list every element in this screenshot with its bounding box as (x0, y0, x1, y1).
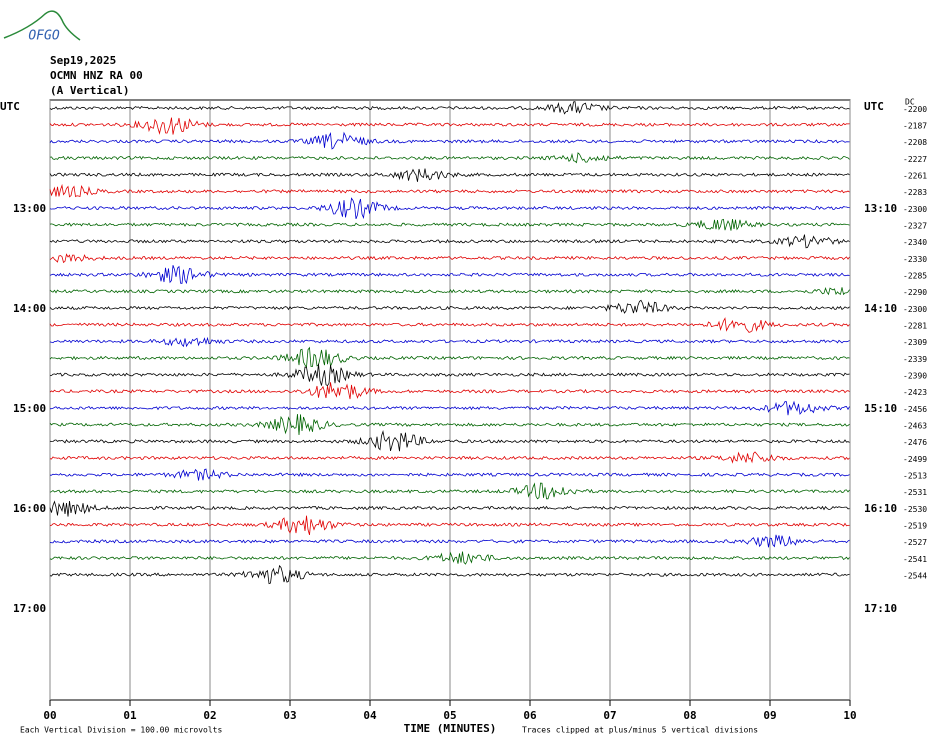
trace (49, 451, 850, 464)
trace (49, 234, 850, 249)
left-time-label: 15:00 (13, 402, 46, 415)
trace-offset: -2423 (903, 388, 927, 397)
x-tick-label: 07 (603, 709, 616, 722)
trace-offset: -2330 (903, 255, 927, 264)
trace (49, 430, 850, 452)
right-time-label: 16:10 (864, 502, 897, 515)
trace (49, 101, 850, 115)
trace (49, 317, 850, 333)
logo: OFGO (28, 29, 59, 44)
trace-offset: -2530 (903, 505, 927, 514)
trace (49, 183, 850, 198)
x-tick-label: 01 (123, 709, 137, 722)
trace-offset: -2227 (903, 155, 927, 164)
trace-offset: -2300 (903, 205, 927, 214)
trace (49, 131, 850, 150)
component: (A Vertical) (50, 84, 129, 97)
trace-offset: -2456 (903, 405, 927, 414)
trace-offset: -2544 (903, 572, 927, 581)
x-tick-label: 00 (43, 709, 56, 722)
trace-offset: -2541 (903, 555, 927, 564)
trace (49, 336, 850, 348)
trace (49, 218, 850, 231)
date: Sep19,2025 (50, 54, 116, 67)
trace-offset: -2281 (903, 322, 927, 331)
trace-offset: -2300 (903, 305, 927, 314)
trace (49, 564, 850, 585)
x-tick-label: 05 (443, 709, 456, 722)
trace (49, 363, 850, 387)
logo-arc (3, 10, 81, 41)
left-time-label: 13:00 (13, 202, 46, 215)
trace (49, 382, 850, 400)
right-time-label: 14:10 (864, 302, 897, 315)
trace (49, 117, 850, 135)
trace (49, 265, 850, 285)
left-time-label: UTC (0, 100, 20, 113)
trace-offset: -2208 (903, 138, 927, 147)
trace-offset: -2283 (903, 188, 927, 197)
trace (49, 152, 850, 164)
trace-offset: -2285 (903, 272, 927, 281)
trace (49, 400, 850, 416)
x-axis-label: TIME (MINUTES) (404, 722, 497, 735)
trace (49, 551, 850, 565)
left-time-label: 16:00 (13, 502, 46, 515)
trace-offset: -2187 (903, 122, 927, 131)
trace-offset: -2200 (903, 105, 927, 114)
trace (50, 468, 850, 481)
trace (49, 346, 850, 369)
scale-note: Each Vertical Division = 100.00 microvol… (20, 726, 222, 735)
trace (49, 253, 850, 264)
trace (49, 500, 850, 517)
trace-offset: -2527 (903, 538, 927, 547)
right-time-label: 13:10 (864, 202, 897, 215)
trace-offset: -2340 (903, 238, 927, 247)
trace-offset: -2519 (903, 522, 927, 531)
trace (49, 515, 850, 536)
trace (49, 299, 850, 314)
right-time-label: UTC (864, 100, 884, 113)
trace-offset: -2261 (903, 172, 927, 181)
right-time-label: 17:10 (864, 602, 897, 615)
x-tick-label: 08 (683, 709, 696, 722)
x-tick-label: 02 (203, 709, 216, 722)
right-time-label: 15:10 (864, 402, 897, 415)
clip-note: Traces clipped at plus/minus 5 vertical … (522, 726, 758, 735)
x-tick-label: 03 (283, 709, 296, 722)
trace (49, 197, 850, 220)
x-tick-label: 06 (523, 709, 537, 722)
trace-offset: -2339 (903, 355, 927, 364)
x-tick-label: 04 (363, 709, 377, 722)
left-time-label: 17:00 (13, 602, 46, 615)
trace (49, 482, 850, 500)
trace-offset: -2309 (903, 338, 927, 347)
trace (49, 168, 850, 182)
trace-offset: -2463 (903, 422, 927, 431)
left-time-label: 14:00 (13, 302, 46, 315)
trace-offset: -2499 (903, 455, 927, 464)
trace (49, 286, 850, 296)
trace (49, 534, 850, 548)
trace-offset: -2327 (903, 222, 927, 231)
trace-offset: -2513 (903, 472, 927, 481)
trace (49, 414, 850, 436)
trace-offset: -2476 (903, 438, 927, 447)
station: OCMN HNZ RA 00 (50, 69, 143, 82)
offset-header: DC (905, 98, 915, 107)
x-tick-label: 09 (763, 709, 776, 722)
x-tick-label: 10 (843, 709, 856, 722)
trace-offset: -2290 (903, 288, 927, 297)
trace-offset: -2390 (903, 372, 927, 381)
trace-offset: -2531 (903, 488, 927, 497)
